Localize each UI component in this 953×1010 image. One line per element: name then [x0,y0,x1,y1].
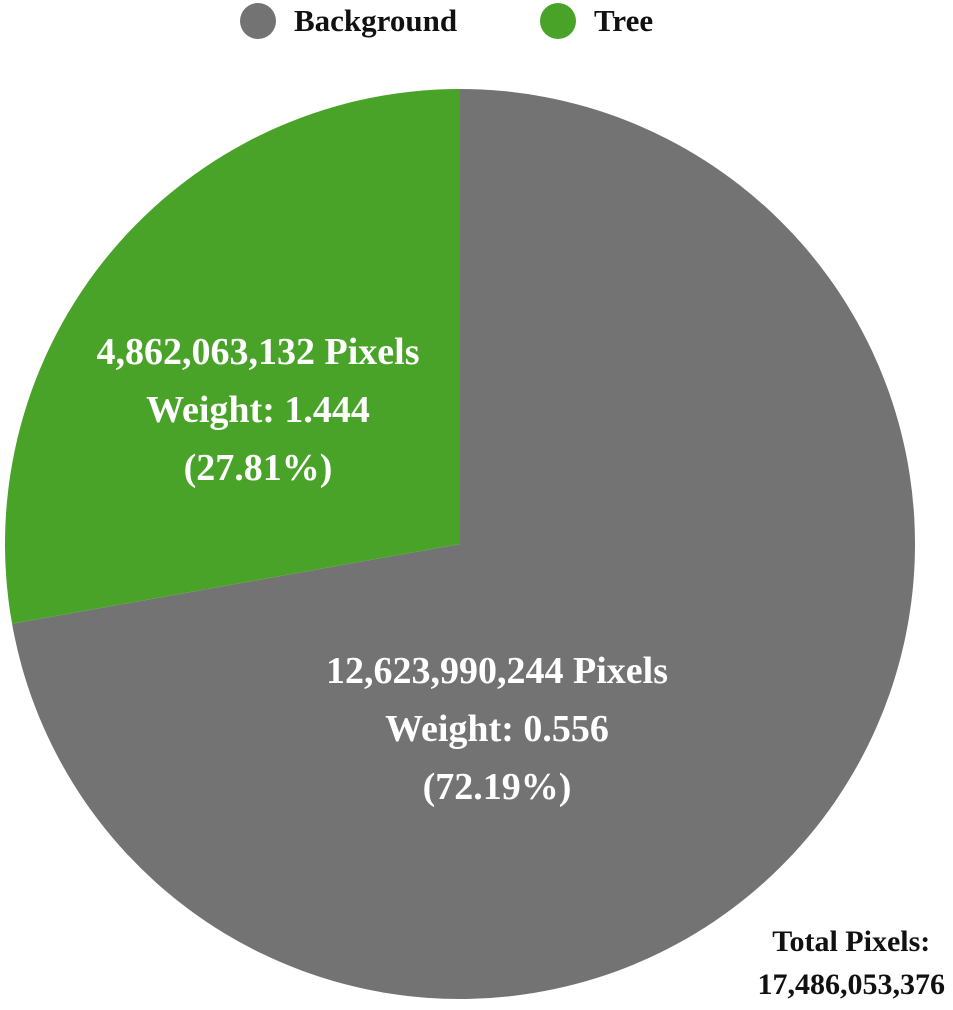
slice-label-line: Weight: 1.444 [146,389,370,431]
slice-label-tree: 4,862,063,132 Pixels Weight: 1.444 (27.81%… [97,331,420,489]
legend-swatch-background [240,3,276,39]
slice-label-line: Weight: 0.556 [385,708,609,750]
legend-label-background: Background [294,3,458,38]
chart-legend: Background Tree [0,0,953,50]
total-pixels: Total Pixels: 17,486,053,376 [758,920,946,1006]
legend-label-tree: Tree [594,3,654,38]
slice-label-line: 4,862,063,132 Pixels [97,331,420,373]
pie-slice-tree [4,89,461,624]
legend-item-tree: Tree [540,3,653,39]
total-pixels-label: Total Pixels: [772,925,931,958]
slice-label-line: 12,623,990,244 Pixels [326,650,668,692]
slice-label-line: (27.81%) [184,447,333,489]
slice-label-background: 12,623,990,244 Pixels Weight: 0.556 (72.19… [326,650,668,808]
slice-label-line: (72.19%) [423,766,572,808]
legend-swatch-tree [540,3,576,39]
total-pixels-value: 17,486,053,376 [757,968,946,1001]
legend-item-background: Background [240,3,457,39]
pie-slice-background [12,89,915,999]
